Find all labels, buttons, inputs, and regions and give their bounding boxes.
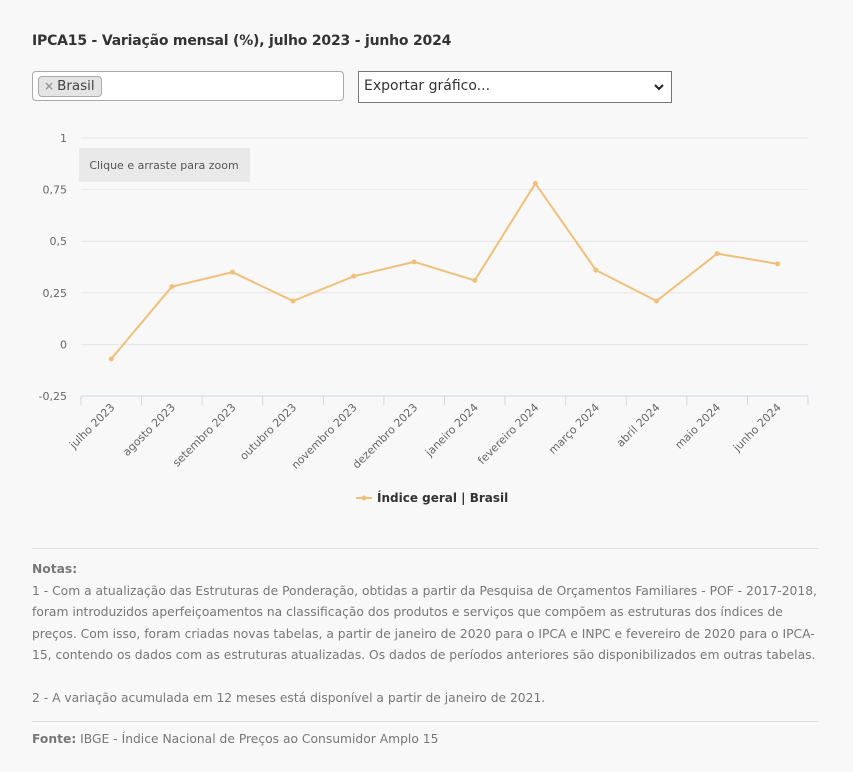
export-chart-select[interactable]: Exportar gráfico... — [358, 71, 672, 103]
x-tick-label: abril 2024 — [614, 401, 663, 450]
y-tick-label: 1 — [60, 132, 67, 145]
x-tick-label: setembro 2023 — [170, 401, 238, 469]
chart-title: IPCA15 - Variação mensal (%), julho 2023… — [32, 33, 452, 49]
legend-label[interactable]: Índice geral | Brasil — [377, 490, 508, 505]
region-chip: × Brasil — [38, 76, 102, 97]
plot-area — [108, 180, 781, 362]
x-tick-label: agosto 2023 — [120, 401, 178, 459]
data-point[interactable] — [169, 284, 175, 290]
chevron-down-icon — [653, 81, 665, 97]
y-tick-label: -0,25 — [39, 390, 67, 403]
legend[interactable]: Índice geral | Brasil — [356, 490, 508, 505]
data-point[interactable] — [472, 277, 478, 283]
export-select-label: Exportar gráfico... — [364, 78, 491, 94]
x-tick-label: dezembro 2023 — [350, 401, 420, 471]
data-point[interactable] — [654, 298, 660, 304]
x-tick-label: fevereiro 2024 — [475, 401, 541, 467]
x-tick-label: março 2024 — [546, 401, 602, 457]
y-tick-label: 0,75 — [43, 184, 68, 197]
line-chart[interactable]: -0,25 0 0,25 0,5 0,75 1 julho 2023 agosto 2023… — [0, 120, 853, 520]
zoom-hint-text: Clique e arraste para zoom — [89, 159, 238, 172]
legend-marker-icon — [361, 495, 367, 501]
source-text: IBGE - Índice Nacional de Preços ao Cons… — [80, 732, 439, 746]
chart-grid — [81, 137, 808, 345]
data-point[interactable] — [532, 180, 538, 186]
data-point[interactable] — [351, 273, 357, 279]
x-tick-label: janeiro 2024 — [422, 401, 481, 460]
y-tick-label: 0,25 — [43, 287, 68, 300]
source-line: Fonte: IBGE - Índice Nacional de Preços … — [32, 721, 818, 746]
x-tick-label: julho 2023 — [66, 401, 117, 452]
x-tick-label: outubro 2023 — [237, 401, 299, 463]
x-tick-label: novembro 2023 — [289, 401, 360, 472]
x-tick-label: maio 2024 — [673, 401, 724, 452]
data-point[interactable] — [593, 267, 599, 273]
data-point[interactable] — [714, 251, 720, 257]
y-axis-ticks: -0,25 0 0,25 0,5 0,75 1 — [39, 132, 67, 403]
x-tick-label: junho 2024 — [730, 401, 784, 455]
notes-section: Notas: 1 - Com a atualização das Estrutu… — [32, 548, 818, 709]
data-point[interactable] — [775, 261, 781, 267]
note-2: 2 - A variação acumulada em 12 meses est… — [32, 690, 546, 705]
region-chip-label: Brasil — [57, 78, 95, 94]
region-filter-input[interactable]: × Brasil — [32, 71, 344, 101]
data-point[interactable] — [411, 259, 417, 265]
note-1: 1 - Com a atualização das Estruturas de … — [32, 583, 817, 663]
remove-chip-icon[interactable]: × — [44, 79, 55, 93]
y-tick-label: 0 — [60, 338, 67, 351]
data-point[interactable] — [108, 356, 114, 362]
series-line — [110, 181, 778, 360]
zoom-hint: Clique e arraste para zoom — [79, 148, 250, 182]
source-label: Fonte: — [32, 732, 77, 746]
data-point[interactable] — [290, 298, 296, 304]
data-point[interactable] — [229, 269, 235, 275]
y-tick-label: 0,5 — [50, 235, 68, 248]
notes-heading: Notas: — [32, 562, 78, 576]
